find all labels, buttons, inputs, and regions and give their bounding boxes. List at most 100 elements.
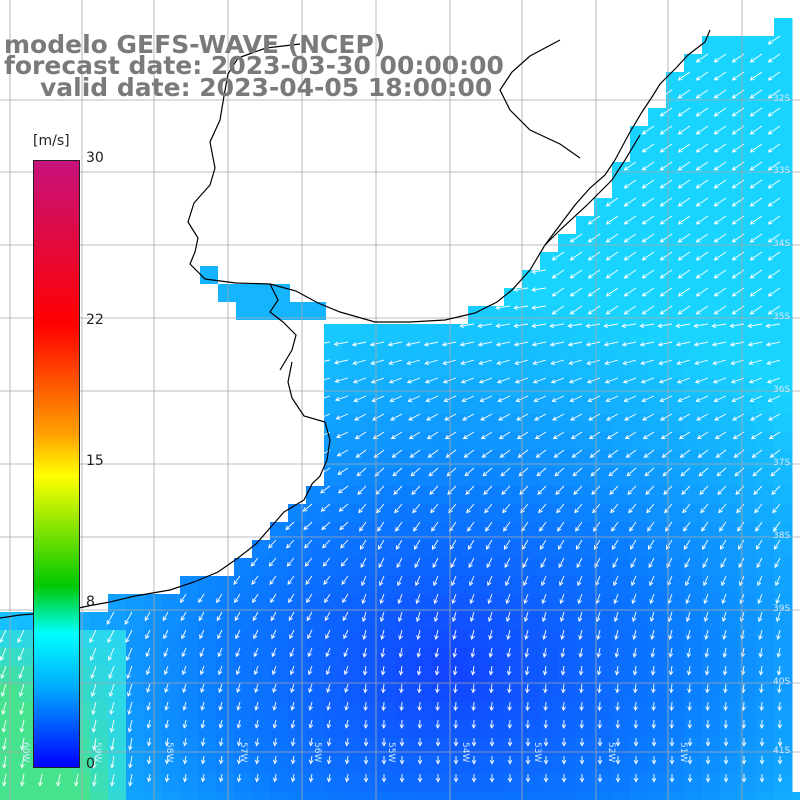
wind-arrow-head (771, 490, 776, 495)
wind-cell (270, 702, 289, 721)
wind-arrow (465, 485, 475, 495)
wind-arrow (570, 251, 583, 261)
wind-cell (396, 648, 415, 667)
wind-arrow-head (695, 148, 701, 153)
wind-arrow (535, 431, 547, 440)
wind-cell (468, 540, 487, 559)
wind-arrow-head (756, 563, 761, 569)
colorbar-unit-label: [m/s] (33, 133, 70, 149)
wind-arrow-head (723, 741, 729, 747)
wind-cell (378, 522, 397, 541)
wind-cell (252, 684, 271, 703)
wind-arrow (664, 503, 673, 513)
wind-arrow-head (731, 220, 737, 225)
wind-cell (0, 702, 19, 721)
wind-cell (18, 792, 37, 800)
wind-cell (720, 144, 739, 163)
wind-cell (648, 432, 667, 451)
wind-arrow (467, 521, 475, 532)
wind-arrow (452, 593, 457, 604)
wind-arrow-head (538, 508, 543, 514)
wind-cell (648, 144, 667, 163)
wind-arrow-head (561, 741, 567, 747)
wind-arrow (571, 431, 583, 440)
wind-arrow (714, 395, 727, 402)
wind-cell (756, 162, 775, 181)
wind-arrow-head (662, 471, 668, 477)
wind-cell (702, 756, 721, 775)
wind-arrow (644, 467, 655, 477)
wind-arrow (694, 341, 709, 346)
wind-cell (486, 504, 505, 523)
wind-arrow (753, 485, 763, 495)
wind-arrow (773, 521, 781, 532)
wind-cell (774, 756, 793, 775)
wind-cell (666, 432, 685, 451)
colorbar-tick-label: 22 (86, 311, 104, 328)
wind-cell (666, 774, 685, 793)
wind-arrow (755, 521, 763, 532)
colorbar-tick-label: 8 (86, 594, 95, 611)
wind-arrow (396, 539, 403, 550)
wind-cell (72, 774, 91, 793)
wind-arrow-head (615, 777, 621, 783)
wind-cell (702, 162, 721, 181)
wind-cell (378, 702, 397, 721)
wind-cell (414, 414, 433, 433)
wind-arrow-head (90, 692, 96, 698)
wind-cell (738, 198, 757, 217)
wind-arrow-head (611, 545, 617, 550)
wind-arrow-head (650, 635, 655, 640)
wind-arrow (660, 197, 673, 207)
wind-arrow-head (759, 706, 764, 712)
wind-arrow-head (659, 130, 665, 135)
wind-arrow (676, 323, 691, 327)
wind-cell (180, 630, 199, 649)
wind-cell (414, 396, 433, 415)
wind-arrow-head (776, 670, 782, 676)
wind-arrow (536, 449, 547, 458)
wind-arrow-head (541, 617, 547, 623)
wind-arrow-head (355, 453, 361, 458)
wind-arrow (489, 629, 493, 640)
wind-cell (324, 612, 343, 631)
wind-cell (702, 720, 721, 739)
wind-arrow-head (749, 112, 755, 117)
wind-arrow-head (693, 342, 699, 347)
wind-cell (540, 756, 559, 775)
wind-cell (702, 576, 721, 595)
wind-cell (180, 774, 199, 793)
wind-cell (468, 432, 487, 451)
wind-arrow-head (381, 724, 387, 729)
colorbar-tick-label: 15 (86, 453, 104, 469)
wind-arrow-head (397, 599, 402, 605)
wind-arrow-head (615, 688, 620, 694)
wind-arrow (2, 719, 7, 732)
wind-arrow (326, 683, 331, 693)
wind-cell (288, 630, 307, 649)
wind-cell (612, 468, 631, 487)
wind-arrow (714, 251, 727, 261)
wind-cell (756, 396, 775, 415)
wind-cell (360, 486, 379, 505)
wind-cell (666, 648, 685, 667)
wind-arrow-head (749, 238, 755, 243)
wind-cell (396, 630, 415, 649)
wind-arrow (496, 341, 511, 346)
wind-arrow (124, 611, 133, 625)
wind-cell (738, 630, 757, 649)
latitude-label: 41S (773, 746, 791, 756)
wind-arrow (714, 233, 727, 243)
wind-arrow-head (110, 781, 115, 787)
latitude-label: 38S (773, 531, 791, 541)
wind-arrow-head (460, 360, 466, 366)
wind-cell (108, 702, 127, 721)
wind-arrow-head (379, 599, 384, 605)
wind-arrow (616, 701, 619, 711)
wind-cell (108, 792, 127, 800)
wind-arrow (676, 341, 691, 346)
wind-cell (702, 180, 721, 199)
wind-cell (756, 504, 775, 523)
wind-arrow (694, 323, 709, 327)
wind-arrow-head (677, 292, 683, 297)
